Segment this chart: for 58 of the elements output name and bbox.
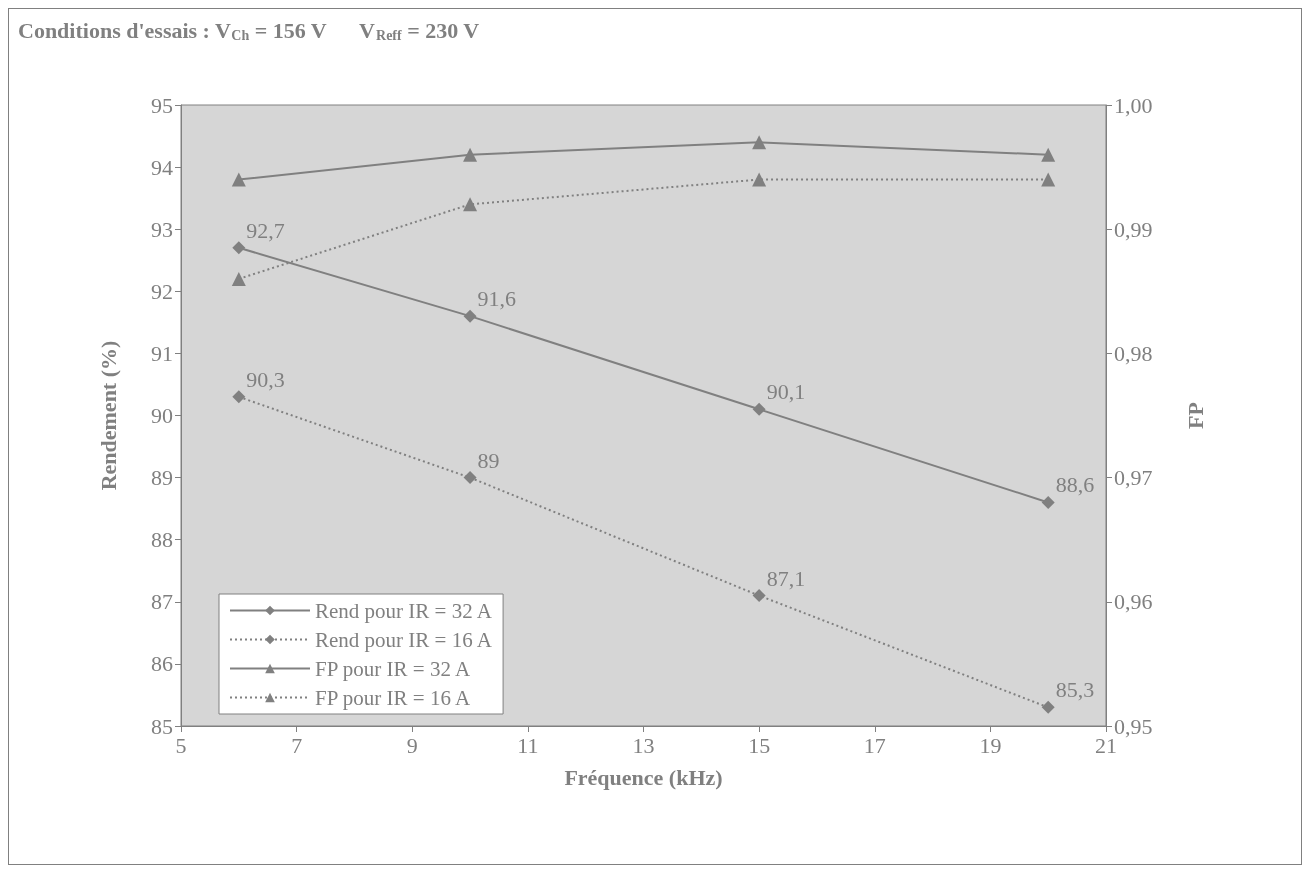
data-label: 92,7 (246, 217, 285, 243)
point (232, 390, 246, 404)
x-tick-label: 17 (863, 732, 886, 758)
y-tick-label: 89 (151, 465, 173, 491)
x-tick-label: 21 (1095, 732, 1117, 758)
data-label: 89 (477, 447, 500, 473)
point (463, 147, 478, 162)
x-tick-label: 15 (748, 732, 771, 758)
chart-title: Conditions d'essais : VCh = 156 V VReff = 230 V (18, 17, 480, 43)
point (752, 135, 767, 150)
x-tick-label: 7 (291, 732, 303, 758)
y-tick-label: 86 (151, 651, 173, 677)
y-tick-label: 95 (151, 92, 173, 118)
data-label: 91,6 (477, 286, 517, 312)
y-tick-label: 87 (151, 589, 173, 615)
y2-tick-label: 0,99 (1114, 216, 1153, 242)
y2-tick-label: 0,96 (1114, 589, 1153, 615)
point (1041, 147, 1056, 162)
y-tick-label: 91 (151, 340, 173, 366)
data-label: 87,1 (766, 565, 806, 591)
legend-label: FP pour IR = 32 A (315, 656, 472, 681)
point (463, 471, 477, 485)
point (463, 197, 478, 212)
y2-tick-label: 0,95 (1114, 713, 1153, 739)
y-axis-title: Rendement (%) (95, 340, 121, 491)
y2-tick-label: 0,98 (1114, 340, 1153, 366)
y-tick-label: 90 (151, 403, 173, 428)
data-label: 90,3 (246, 366, 285, 392)
data-label: 85,3 (1055, 677, 1095, 703)
y2-tick-label: 0,97 (1114, 465, 1153, 491)
y-tick-label: 85 (151, 713, 173, 739)
point (231, 172, 246, 187)
y2-tick-label: 1,00 (1114, 92, 1153, 118)
x-tick-label: 19 (979, 732, 1002, 758)
legend-label: FP pour IR = 16 A (315, 685, 472, 710)
x-axis-title: Fréquence (kHz) (564, 764, 723, 790)
point (1041, 700, 1055, 714)
point (752, 172, 767, 187)
point (463, 309, 477, 323)
legend-label: Rend pour IR = 16 A (315, 627, 493, 652)
legend-label: Rend pour IR = 32 A (315, 598, 493, 623)
data-label: 88,6 (1055, 472, 1095, 498)
x-tick-label: 9 (406, 732, 418, 758)
data-label: 90,1 (766, 379, 806, 405)
x-tick-label: 11 (517, 732, 539, 758)
point (1041, 172, 1056, 187)
point (1041, 495, 1055, 509)
point (232, 241, 246, 255)
y2-axis-title: FP (1182, 402, 1208, 429)
point (752, 589, 766, 603)
x-tick-label: 13 (632, 732, 655, 758)
y-tick-label: 92 (151, 278, 173, 304)
point (231, 271, 246, 286)
y-tick-label: 88 (151, 527, 173, 553)
x-tick-label: 5 (175, 732, 187, 758)
y-tick-label: 93 (151, 216, 173, 242)
y-tick-label: 94 (151, 154, 173, 180)
point (752, 402, 766, 416)
